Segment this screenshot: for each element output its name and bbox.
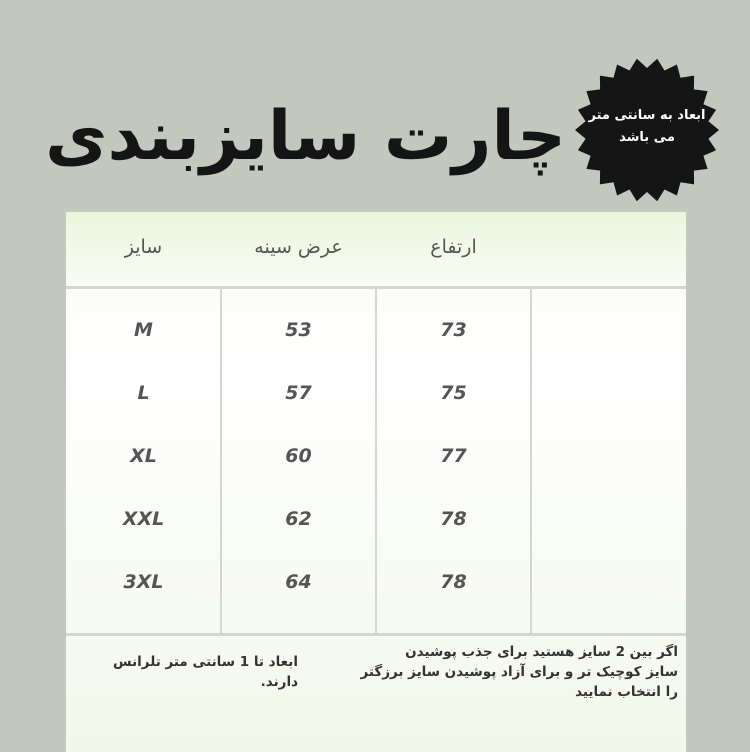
tolerance-note: ابعاد تا 1 سانتی متر تلرانس دارند.	[113, 654, 298, 690]
page-title: چارت سایزبندی	[45, 97, 566, 176]
table-cell: 64	[285, 571, 312, 593]
table-cell: 75	[440, 382, 467, 404]
row-divider	[66, 633, 686, 636]
header-size: سایز	[124, 236, 163, 258]
badge-text: ابعاد به سانتی متر می باشد	[572, 105, 722, 149]
table-cell: M	[134, 319, 153, 341]
size-table: سایز عرض سینه ارتفاع M 53 73 L 57 75 XL 60 77 XXL…	[66, 212, 686, 752]
advice-line: اگر بین 2 سایز هستید برای جذب پوشیدن	[405, 644, 678, 660]
size-advice: اگر بین 2 سایز هستید برای جذب پوشیدن سای…	[306, 642, 678, 702]
table-cell: 73	[440, 319, 467, 341]
table-cell: 53	[285, 319, 312, 341]
starburst-icon	[575, 58, 719, 202]
column-divider	[375, 289, 377, 635]
header-chest-width: عرض سینه	[254, 236, 343, 258]
badge-line-1: ابعاد به سانتی متر	[588, 108, 706, 123]
column-divider	[220, 289, 222, 635]
table-cell: 60	[285, 445, 312, 467]
header-height: ارتفاع	[430, 236, 477, 258]
advice-line: را انتخاب نمایید	[575, 684, 678, 700]
table-cell: 78	[440, 508, 467, 530]
column-divider	[530, 289, 532, 635]
table-cell: XL	[130, 445, 157, 467]
table-cell: 77	[440, 445, 467, 467]
badge-line-2: می باشد	[619, 130, 675, 145]
table-cell: 62	[285, 508, 312, 530]
table-header: سایز عرض سینه ارتفاع	[66, 212, 686, 289]
table-cell: 78	[440, 571, 467, 593]
table-cell: 3XL	[123, 571, 164, 593]
advice-line: سایز کوچیک تر و برای آزاد پوشیدن سایز بر…	[360, 664, 678, 680]
table-cell: 57	[285, 382, 312, 404]
starburst-badge: ابعاد به سانتی متر می باشد	[572, 55, 722, 205]
table-cell: XXL	[122, 508, 165, 530]
table-cell: L	[137, 382, 150, 404]
